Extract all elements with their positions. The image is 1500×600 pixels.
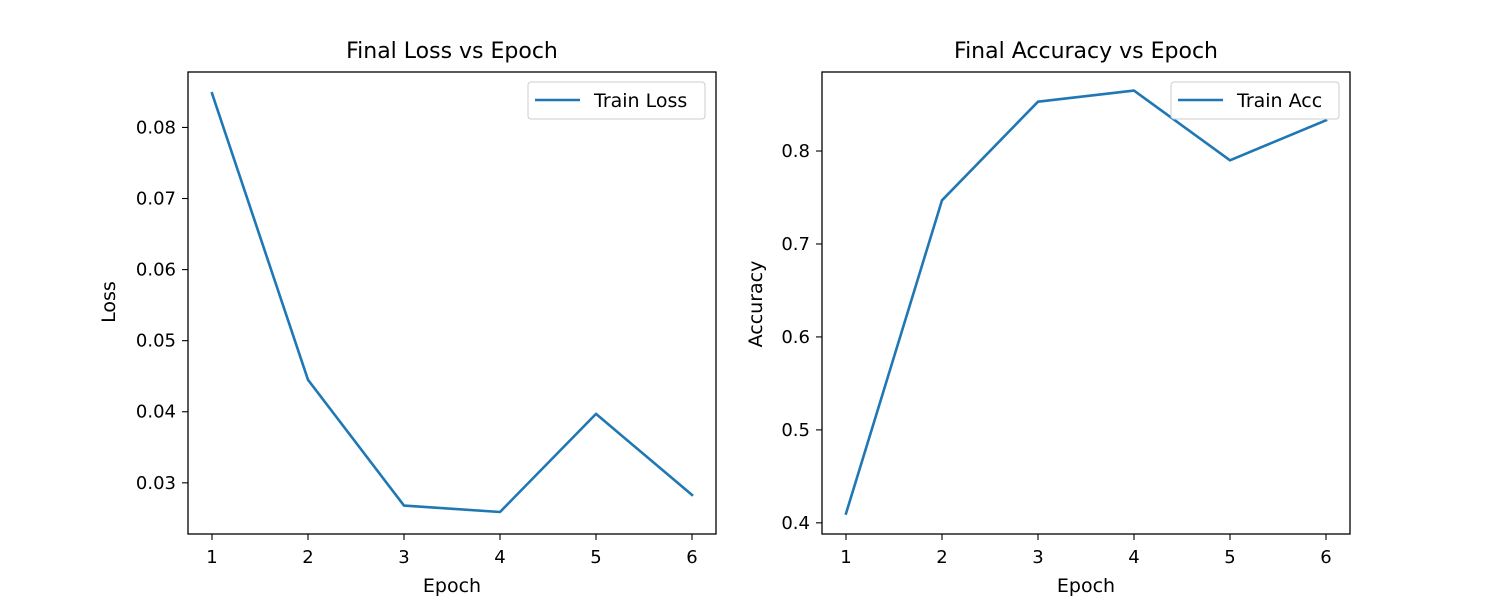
loss-chart-xtick-label: 5 — [590, 547, 601, 568]
loss-chart-legend-box — [527, 81, 706, 120]
loss-chart-xtick-label: 1 — [206, 547, 217, 568]
loss-chart-xtick-label: 6 — [686, 547, 697, 568]
loss-chart-title: Final Loss vs Epoch — [346, 39, 558, 64]
accuracy-chart-series — [844, 89, 1328, 516]
accuracy-chart-xtick-label: 1 — [840, 547, 851, 568]
accuracy-chart-ytick-label: 0.7 — [781, 234, 810, 255]
loss-chart-legend: Train Loss — [527, 81, 706, 120]
accuracy-chart-xtick-label: 3 — [1032, 547, 1043, 568]
accuracy-chart-ytick-label: 0.4 — [781, 513, 810, 534]
loss-chart-series — [210, 91, 694, 514]
accuracy-chart-series-line — [844, 89, 1328, 516]
accuracy-chart-ytick-label: 0.8 — [781, 141, 810, 162]
loss-chart-xtick-label: 4 — [494, 547, 505, 568]
accuracy-chart-ytick-label: 0.6 — [781, 327, 810, 348]
accuracy-chart-xlabel: Epoch — [1057, 575, 1115, 597]
accuracy-chart-xtick-label: 6 — [1320, 547, 1331, 568]
accuracy-chart-legend-label: Train Acc — [1236, 90, 1322, 112]
loss-chart-ticks: 1 2 3 4 5 6 0.03 0.04 0.05 0.06 0.07 0.08 — [136, 117, 698, 568]
loss-chart-series-line — [210, 91, 694, 514]
loss-chart-ylabel: Loss — [98, 281, 120, 323]
accuracy-chart-ticks: 1 2 3 4 5 6 0.4 0.5 0.6 0.7 0.8 — [781, 141, 1331, 568]
loss-chart-ytick-label: 0.08 — [136, 117, 176, 138]
loss-chart-xlabel: Epoch — [423, 575, 481, 597]
accuracy-chart-xtick-label: 2 — [936, 547, 947, 568]
accuracy-chart-xtick-label: 4 — [1128, 547, 1139, 568]
accuracy-chart-ylabel: Accuracy — [745, 261, 767, 348]
loss-chart-ytick-label: 0.04 — [136, 402, 176, 423]
loss-chart-frame — [187, 71, 717, 535]
loss-chart-legend-label: Train Loss — [593, 90, 687, 112]
loss-chart-ytick-label: 0.07 — [136, 189, 176, 210]
loss-chart-xtick-label: 2 — [302, 547, 313, 568]
loss-chart-ytick-label: 0.06 — [136, 260, 176, 281]
loss-chart-ytick-label: 0.05 — [136, 331, 176, 352]
accuracy-chart-title: Final Accuracy vs Epoch — [954, 39, 1218, 64]
accuracy-chart-legend-box — [1170, 81, 1340, 120]
accuracy-chart-frame — [821, 71, 1351, 535]
loss-chart-ytick-label: 0.03 — [136, 473, 176, 494]
loss-chart: Final Loss vs Epoch Epoch Loss 1 2 3 4 5 6 0.0… — [98, 39, 717, 597]
accuracy-chart: Final Accuracy vs Epoch Epoch Accuracy 1… — [745, 39, 1351, 597]
accuracy-chart-xtick-label: 5 — [1224, 547, 1235, 568]
accuracy-chart-ytick-label: 0.5 — [781, 420, 810, 441]
accuracy-chart-legend: Train Acc — [1170, 81, 1340, 120]
loss-chart-xtick-label: 3 — [398, 547, 409, 568]
